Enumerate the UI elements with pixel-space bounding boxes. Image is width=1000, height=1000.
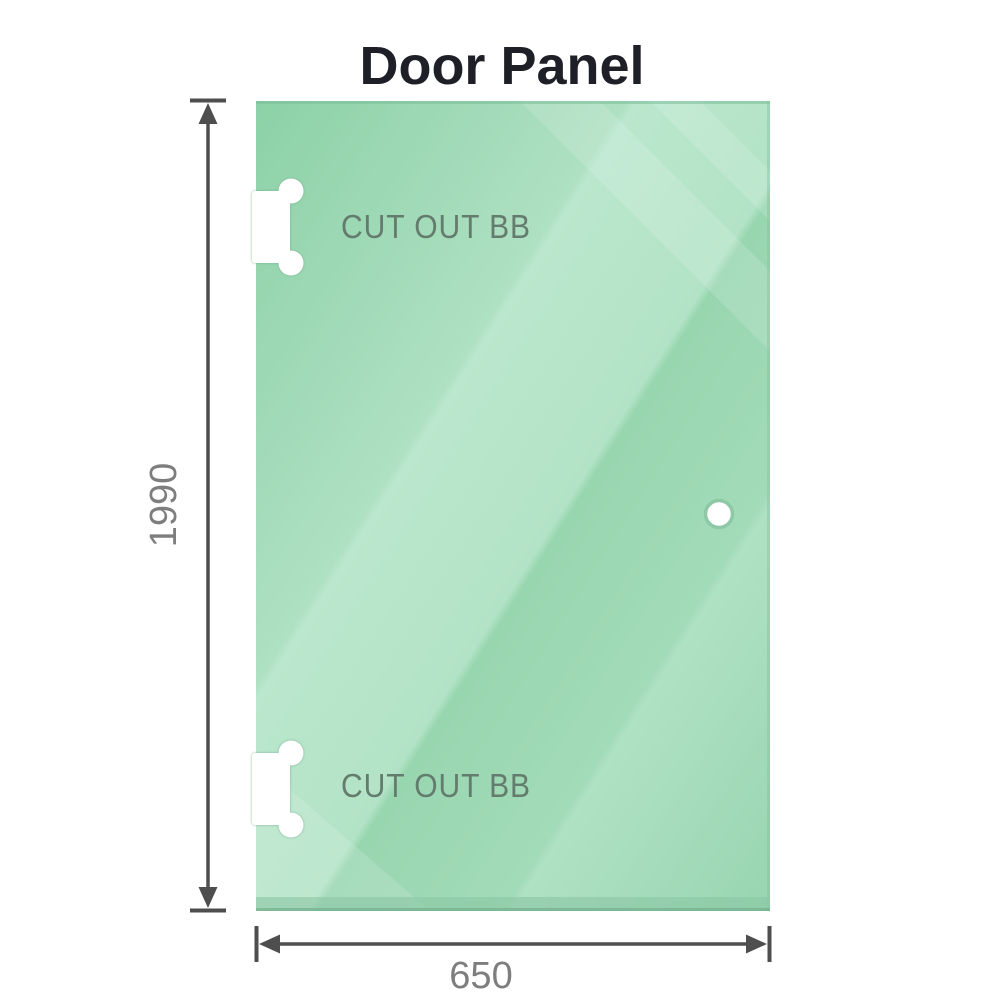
- glass-sheen-streak: [256, 760, 430, 911]
- height-dimension: 1990: [143, 98, 226, 913]
- arrow-right-icon: [746, 934, 767, 954]
- width-dimension: 650: [254, 926, 772, 997]
- hinge-cutout-bottom-lobe: [278, 740, 304, 766]
- page-title: Door Panel: [359, 36, 644, 96]
- glass-right-edge: [767, 101, 770, 911]
- arrow-down-icon: [198, 887, 218, 908]
- arrow-up-icon: [198, 103, 218, 124]
- glass-sheen: [256, 101, 770, 911]
- hinge-cutout-top-slot: [252, 191, 290, 263]
- height-dimension-label: 1990: [143, 463, 185, 548]
- arrow-left-icon: [259, 934, 280, 954]
- glass-panel: CUT OUT BB CUT OUT BB: [252, 101, 770, 911]
- glass-panel-body: [256, 101, 770, 911]
- hinge-cutout-top: [252, 178, 304, 276]
- hinge-cutout-top-lobe: [278, 250, 304, 276]
- cutout-label-bottom: CUT OUT BB: [341, 767, 531, 804]
- handle-hole: [703, 498, 735, 530]
- glass-bottom-strip: [256, 897, 770, 908]
- glass-bottom-edge: [256, 908, 770, 911]
- glass-top-edge: [256, 101, 770, 104]
- glass-sheen-streak: [650, 101, 770, 221]
- glass-sheen-streak: [520, 101, 770, 351]
- hinge-cutout-top-lobe: [278, 178, 304, 204]
- hinge-cutout-bottom-lobe: [278, 812, 304, 838]
- hinge-cutout-bottom-slot: [252, 753, 290, 825]
- cutout-label-top: CUT OUT BB: [341, 208, 531, 245]
- width-dimension-label: 650: [449, 955, 512, 997]
- hinge-cutout-bottom: [252, 740, 304, 838]
